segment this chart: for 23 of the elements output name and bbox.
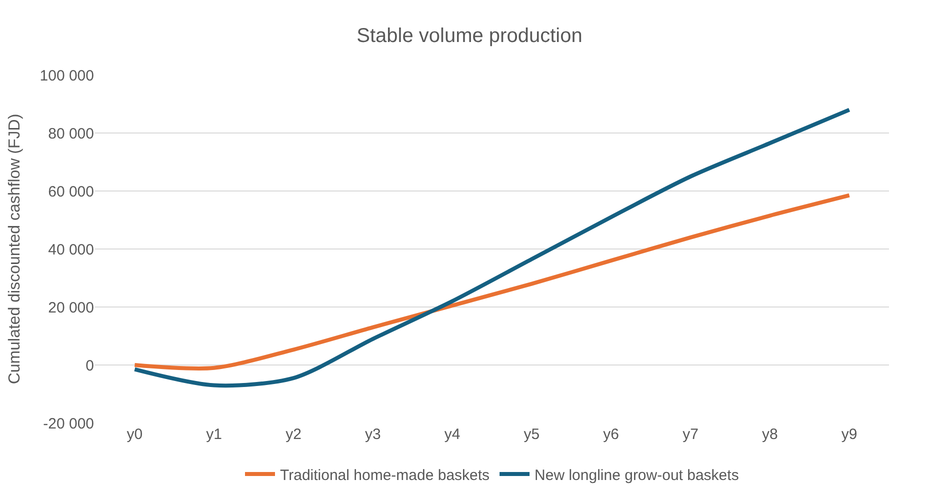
legend-label: New longline grow-out baskets bbox=[534, 466, 739, 484]
y-tick-label: 40 000 bbox=[48, 241, 94, 258]
x-tick-label: y5 bbox=[524, 426, 540, 443]
y-tick-label: -20 000 bbox=[43, 415, 94, 432]
y-tick-label: 20 000 bbox=[48, 299, 94, 316]
legend-label: Traditional home-made baskets bbox=[280, 466, 490, 484]
x-tick-label: y7 bbox=[682, 426, 698, 443]
x-tick-label: y8 bbox=[762, 426, 778, 443]
x-tick-label: y3 bbox=[364, 426, 381, 443]
line-series bbox=[132, 193, 852, 370]
y-axis-title: Cumulated discounted cashflow (FJD) bbox=[6, 114, 24, 384]
x-tick-label: y2 bbox=[286, 426, 302, 443]
x-tick-label: y1 bbox=[206, 426, 222, 443]
x-tick-label: y6 bbox=[603, 426, 620, 443]
x-tick-label: y4 bbox=[444, 426, 460, 443]
y-tick-label: 60 000 bbox=[48, 183, 94, 200]
y-tick-label: 100 000 bbox=[40, 67, 94, 84]
line-series bbox=[132, 108, 852, 388]
x-tick-label: y9 bbox=[841, 426, 858, 443]
y-tick-label: 80 000 bbox=[48, 125, 94, 142]
y-tick-label: 0 bbox=[86, 357, 94, 374]
chart-title: Stable volume production bbox=[356, 25, 582, 48]
x-tick-label: y0 bbox=[126, 426, 143, 443]
